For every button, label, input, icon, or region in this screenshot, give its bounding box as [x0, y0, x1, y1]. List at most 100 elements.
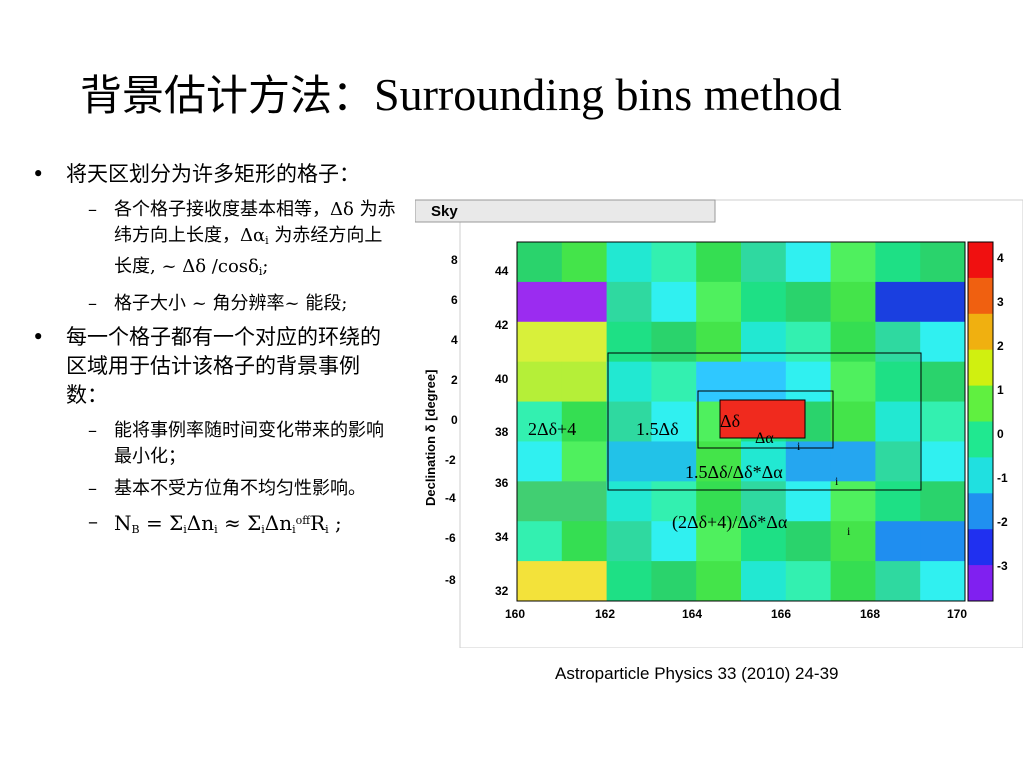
heatmap-cell [606, 561, 652, 602]
f-b: B [131, 523, 140, 536]
heatmap-cell [561, 242, 608, 283]
heatmap-cell [741, 242, 787, 283]
annotation-inner: Δδ [720, 411, 740, 431]
heatmap-cell [651, 441, 697, 482]
heatmap-cell [696, 242, 742, 283]
heatmap-cell [785, 321, 832, 363]
slide-title: 背景估计方法：Surrounding bins method [80, 62, 842, 123]
dash-icon: – [88, 199, 97, 220]
y-partial-tick: 0 [451, 413, 458, 427]
f-c: = Σ [139, 511, 184, 535]
slide-title-cjk: 背景估计方法： [80, 71, 375, 120]
colorbar-ticks: 4 3 2 1 0 -1 -2 -3 [997, 251, 1008, 573]
heatmap-cell [920, 361, 966, 403]
dash-icon: – [88, 509, 98, 533]
colorbar-segment [968, 313, 993, 351]
x-tick: 164 [682, 607, 702, 621]
bullet-2-sub-1: – 能将事例率随时间变化带来的影响最小化； [30, 418, 400, 470]
y-partial-tick: 2 [451, 373, 458, 387]
center-bin-cell [720, 400, 805, 438]
middle-region-box [697, 390, 834, 449]
f-p: ; [328, 511, 342, 535]
heatmap-cell [696, 361, 742, 403]
sky-tab [415, 199, 716, 223]
heatmap-cell [920, 561, 966, 602]
colorbar-segment [968, 277, 993, 315]
heatmap-cell [696, 481, 742, 522]
sub2-text: 格子大小 ~ 角分辨率~ 能段; [114, 293, 348, 314]
cb-tick: -1 [997, 471, 1008, 485]
heatmap-cell [920, 242, 966, 283]
heatmap-cell [920, 401, 966, 442]
heatmap-cell [561, 561, 608, 602]
heatmap-cell [561, 361, 608, 403]
cb-tick: -2 [997, 515, 1008, 529]
x-tick: 168 [860, 607, 880, 621]
cb-tick: 1 [997, 383, 1004, 397]
y-tick: 32 [495, 584, 509, 598]
heatmap-cell [651, 242, 697, 283]
y-axis-label: Declination δ [degree] [423, 370, 438, 506]
heatmap-cell [696, 321, 742, 363]
sky-map-plot: Sky 4 3 2 1 0 -1 -2 -3 44 42 40 38 36 34… [415, 199, 1023, 648]
bullet-2-formula: – NB = ΣiΔni ≈ ΣiΔnioffRi ; [30, 508, 400, 543]
heatmap-cell [561, 481, 608, 522]
y-partial-tick: -4 [445, 491, 456, 505]
heatmap-cell [696, 521, 742, 562]
b2-sub1-text: 能将事例率随时间变化带来的影响最小化； [114, 420, 384, 467]
slide-title-en: Surrounding bins method [374, 69, 842, 120]
sub1-text-g: i [258, 265, 263, 278]
f-k: Δn [264, 511, 293, 535]
heatmap-cell [741, 361, 787, 403]
heatmap-cell [651, 521, 697, 562]
f-d: i [183, 523, 187, 536]
heatmap-cell [741, 281, 787, 323]
cb-tick: 0 [997, 427, 1004, 441]
heatmap-cell [920, 321, 966, 363]
heatmap-cell [517, 401, 563, 442]
heatmap-cell [875, 361, 921, 403]
x-tick: 162 [595, 607, 615, 621]
figure-caption: Astroparticle Physics 33 (2010) 24-39 [555, 664, 839, 683]
y-tick: 36 [495, 476, 509, 490]
heatmap-cell [561, 281, 608, 323]
heatmap-cell [561, 401, 608, 442]
colorbar-segment [968, 529, 993, 566]
x-tick: 170 [947, 607, 967, 621]
heatmap-cell [696, 281, 742, 323]
heatmap-cell [561, 321, 608, 363]
annotation-ratio2: (2Δδ+4)/Δδ*Δα [672, 512, 788, 533]
heatmap-cell [517, 242, 563, 283]
y-tick: 34 [495, 530, 509, 544]
b2-sub2-text: 基本不受方位角不均匀性影响。 [114, 478, 366, 499]
f-m: off [295, 514, 311, 527]
cb-tick: -3 [997, 559, 1008, 573]
heatmap-cell [785, 281, 832, 323]
heatmap-cell [606, 242, 652, 283]
bullet-1-sub-2: – 格子大小 ~ 角分辨率~ 能段; [30, 291, 400, 317]
heatmap-cell [517, 281, 563, 323]
heatmap-cell [875, 321, 921, 363]
center-bin-box [719, 399, 806, 439]
heatmap-cell [920, 481, 966, 522]
heatmap-cell [785, 521, 832, 562]
heatmap-cell [606, 321, 652, 363]
heatmap-cell [920, 521, 966, 562]
sub1-text-h: ; [262, 256, 269, 277]
heatmap-cell [651, 481, 697, 522]
cb-tick: 4 [997, 251, 1004, 265]
colorbar-segment [968, 349, 993, 387]
heatmap-cell [741, 481, 787, 522]
heatmap-cell [606, 521, 652, 562]
heatmap-cell [561, 521, 608, 562]
heatmap-cell [875, 401, 921, 442]
heatmap [517, 242, 966, 602]
heatmap-cell [606, 441, 652, 482]
x-tick: 160 [505, 607, 525, 621]
y-partial-tick: -6 [445, 531, 456, 545]
heatmap-cell [830, 481, 876, 522]
heatmap-cell [606, 481, 652, 522]
sub1-text-d: Δα [240, 225, 266, 246]
sub1-text-c: 为赤纬方向上长度， [114, 199, 396, 246]
heatmap-cell [651, 401, 697, 442]
